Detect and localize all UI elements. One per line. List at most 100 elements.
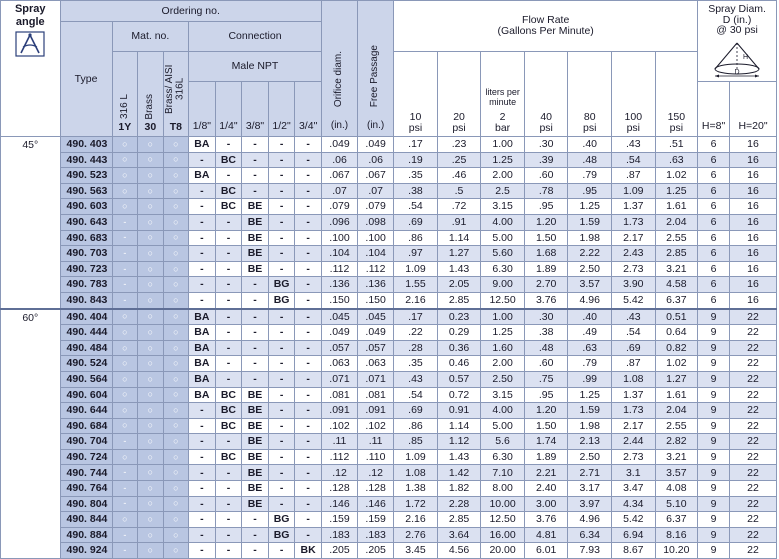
- material-cell: ○: [137, 355, 164, 372]
- flow-rate-cell: 2.55: [654, 417, 699, 435]
- flow-rate-cell: .5: [436, 182, 482, 200]
- flow-rate-cell: 1.60: [480, 339, 525, 357]
- connection-cell: -: [267, 151, 296, 169]
- flow-rate-cell: .25: [436, 151, 482, 169]
- type-cell: 490. 683: [59, 229, 113, 247]
- connection-cell: -: [214, 464, 243, 482]
- flow-rate-cell: 6.30: [480, 448, 525, 466]
- connection-cell: BK: [294, 542, 322, 559]
- orifice-cell: .159: [320, 511, 359, 528]
- material-cell: ○: [137, 260, 164, 278]
- connection-cell: -: [214, 480, 243, 497]
- connection-cell: -: [241, 151, 269, 169]
- connection-cell: -: [188, 526, 216, 544]
- flow-rate-cell: 4.81: [523, 526, 569, 544]
- connection-cell: -: [188, 276, 216, 293]
- flow-rate-cell: 1.61: [654, 386, 699, 404]
- orifice-cell: .045: [320, 307, 359, 326]
- connection-cell: -: [188, 245, 216, 262]
- material-cell: -: [111, 291, 139, 310]
- flow-col-unit: psi: [452, 121, 466, 134]
- connection-cell: BA: [188, 339, 216, 357]
- spray-diam-h8-cell: 6: [697, 229, 731, 247]
- spray-diam-h20-cell: 16: [729, 151, 777, 169]
- spray-diam-h20-cell: 16: [729, 276, 777, 293]
- flow-rate-cell: 2.50: [567, 448, 612, 466]
- flow-rate-cell: 7.93: [567, 542, 612, 559]
- connection-cell: -: [267, 307, 296, 326]
- material-cell: ○: [137, 213, 164, 231]
- diagram-d-label: D: [735, 69, 740, 76]
- connection-cell: -: [214, 542, 243, 559]
- free-passage-cell: .057: [357, 339, 395, 357]
- mat-brass-code: 30: [144, 120, 157, 133]
- flow-rate-cell: 1.09: [393, 448, 438, 466]
- mat-brass-aisi-header: Brass/ AISI 316L T8: [162, 50, 190, 137]
- connection-cell: -: [267, 213, 296, 231]
- flow-rate-cell: 2.85: [654, 245, 699, 262]
- connection-cell: -: [294, 245, 322, 262]
- flow-rate-cell: 6.94: [611, 526, 656, 544]
- connection-cell: -: [241, 167, 269, 184]
- flow-rate-cell: 1.02: [654, 167, 699, 184]
- flow-rate-cell: 2.16: [393, 511, 438, 528]
- flow-rate-cell: 1.73: [611, 402, 656, 419]
- flow-rate-cell: 3.17: [567, 480, 612, 497]
- spray-diam-h20-cell: 22: [729, 324, 777, 341]
- flow-rate-cell: 4.56: [436, 542, 482, 559]
- flow-rate-cell: .78: [523, 182, 569, 200]
- flow-rate-cell: 2.73: [611, 260, 656, 278]
- flow-rate-cell: 2.04: [654, 213, 699, 231]
- connection-cell: BG: [267, 291, 296, 310]
- material-cell: ○: [111, 511, 139, 528]
- spray-diam-h8-cell: 9: [697, 433, 731, 450]
- material-cell: ○: [111, 167, 139, 184]
- material-cell: -: [111, 542, 139, 559]
- flow-rate-cell: .54: [393, 386, 438, 404]
- flow-rate-header: Flow Rate (Gallons Per Minute): [393, 0, 699, 52]
- mat-316l-code: 1Y: [118, 120, 132, 133]
- flow-rate-cell: .35: [393, 355, 438, 372]
- material-cell: ○: [137, 495, 164, 513]
- flow-rate-cell: 1.25: [654, 182, 699, 200]
- flow-rate-cell: 5.00: [480, 417, 525, 435]
- connection-cell: -: [214, 526, 243, 544]
- material-cell: ○: [111, 307, 139, 326]
- material-cell: ○: [137, 433, 164, 450]
- flow-rate-cell: 3.64: [436, 526, 482, 544]
- free-passage-cell: .183: [357, 526, 395, 544]
- flow-rate-cell: .48: [567, 151, 612, 169]
- flow-rate-cell: 6.37: [654, 291, 699, 310]
- connection-cell: -: [241, 291, 269, 310]
- connection-cell: BE: [241, 448, 269, 466]
- flow-rate-cell: .75: [523, 370, 569, 388]
- type-cell: 490. 444: [59, 324, 113, 341]
- flow-rate-cell: .35: [393, 167, 438, 184]
- free-passage-cell: .071: [357, 370, 395, 388]
- flow-rate-cell: 1.37: [611, 198, 656, 215]
- flow-rate-cell: 2.50: [567, 260, 612, 278]
- flow-col-150psi: 150 psi: [654, 50, 699, 137]
- connection-cell: -: [267, 370, 296, 388]
- flow-rate-cell: 1.59: [567, 402, 612, 419]
- orifice-cell: .057: [320, 339, 359, 357]
- connection-cell: -: [188, 402, 216, 419]
- conn-size-1-4: 1/4": [214, 81, 243, 137]
- flow-col-100psi: 100 psi: [611, 50, 656, 137]
- flow-rate-cell: .97: [393, 245, 438, 262]
- flow-rate-cell: 3.76: [523, 291, 569, 310]
- flow-rate-cell: 3.90: [611, 276, 656, 293]
- flow-rate-cell: 1.27: [654, 370, 699, 388]
- flow-rate-cell: 4.34: [611, 495, 656, 513]
- flow-rate-cell: 2.13: [567, 433, 612, 450]
- orifice-cell: .07: [320, 182, 359, 200]
- material-cell: -: [111, 433, 139, 450]
- flow-rate-cell: 1.43: [436, 260, 482, 278]
- table-row: 490. 643- ○ ○ - - BE - - .096.098.69.91 4.00 1.20 1…: [1, 213, 777, 231]
- type-cell: 490. 744: [59, 464, 113, 482]
- connection-cell: -: [267, 464, 296, 482]
- flow-rate-cell: 1.59: [567, 213, 612, 231]
- connection-cell: -: [294, 448, 322, 466]
- connection-cell: -: [214, 136, 243, 153]
- flow-col-2bar: liters per minute 2 bar: [480, 50, 525, 137]
